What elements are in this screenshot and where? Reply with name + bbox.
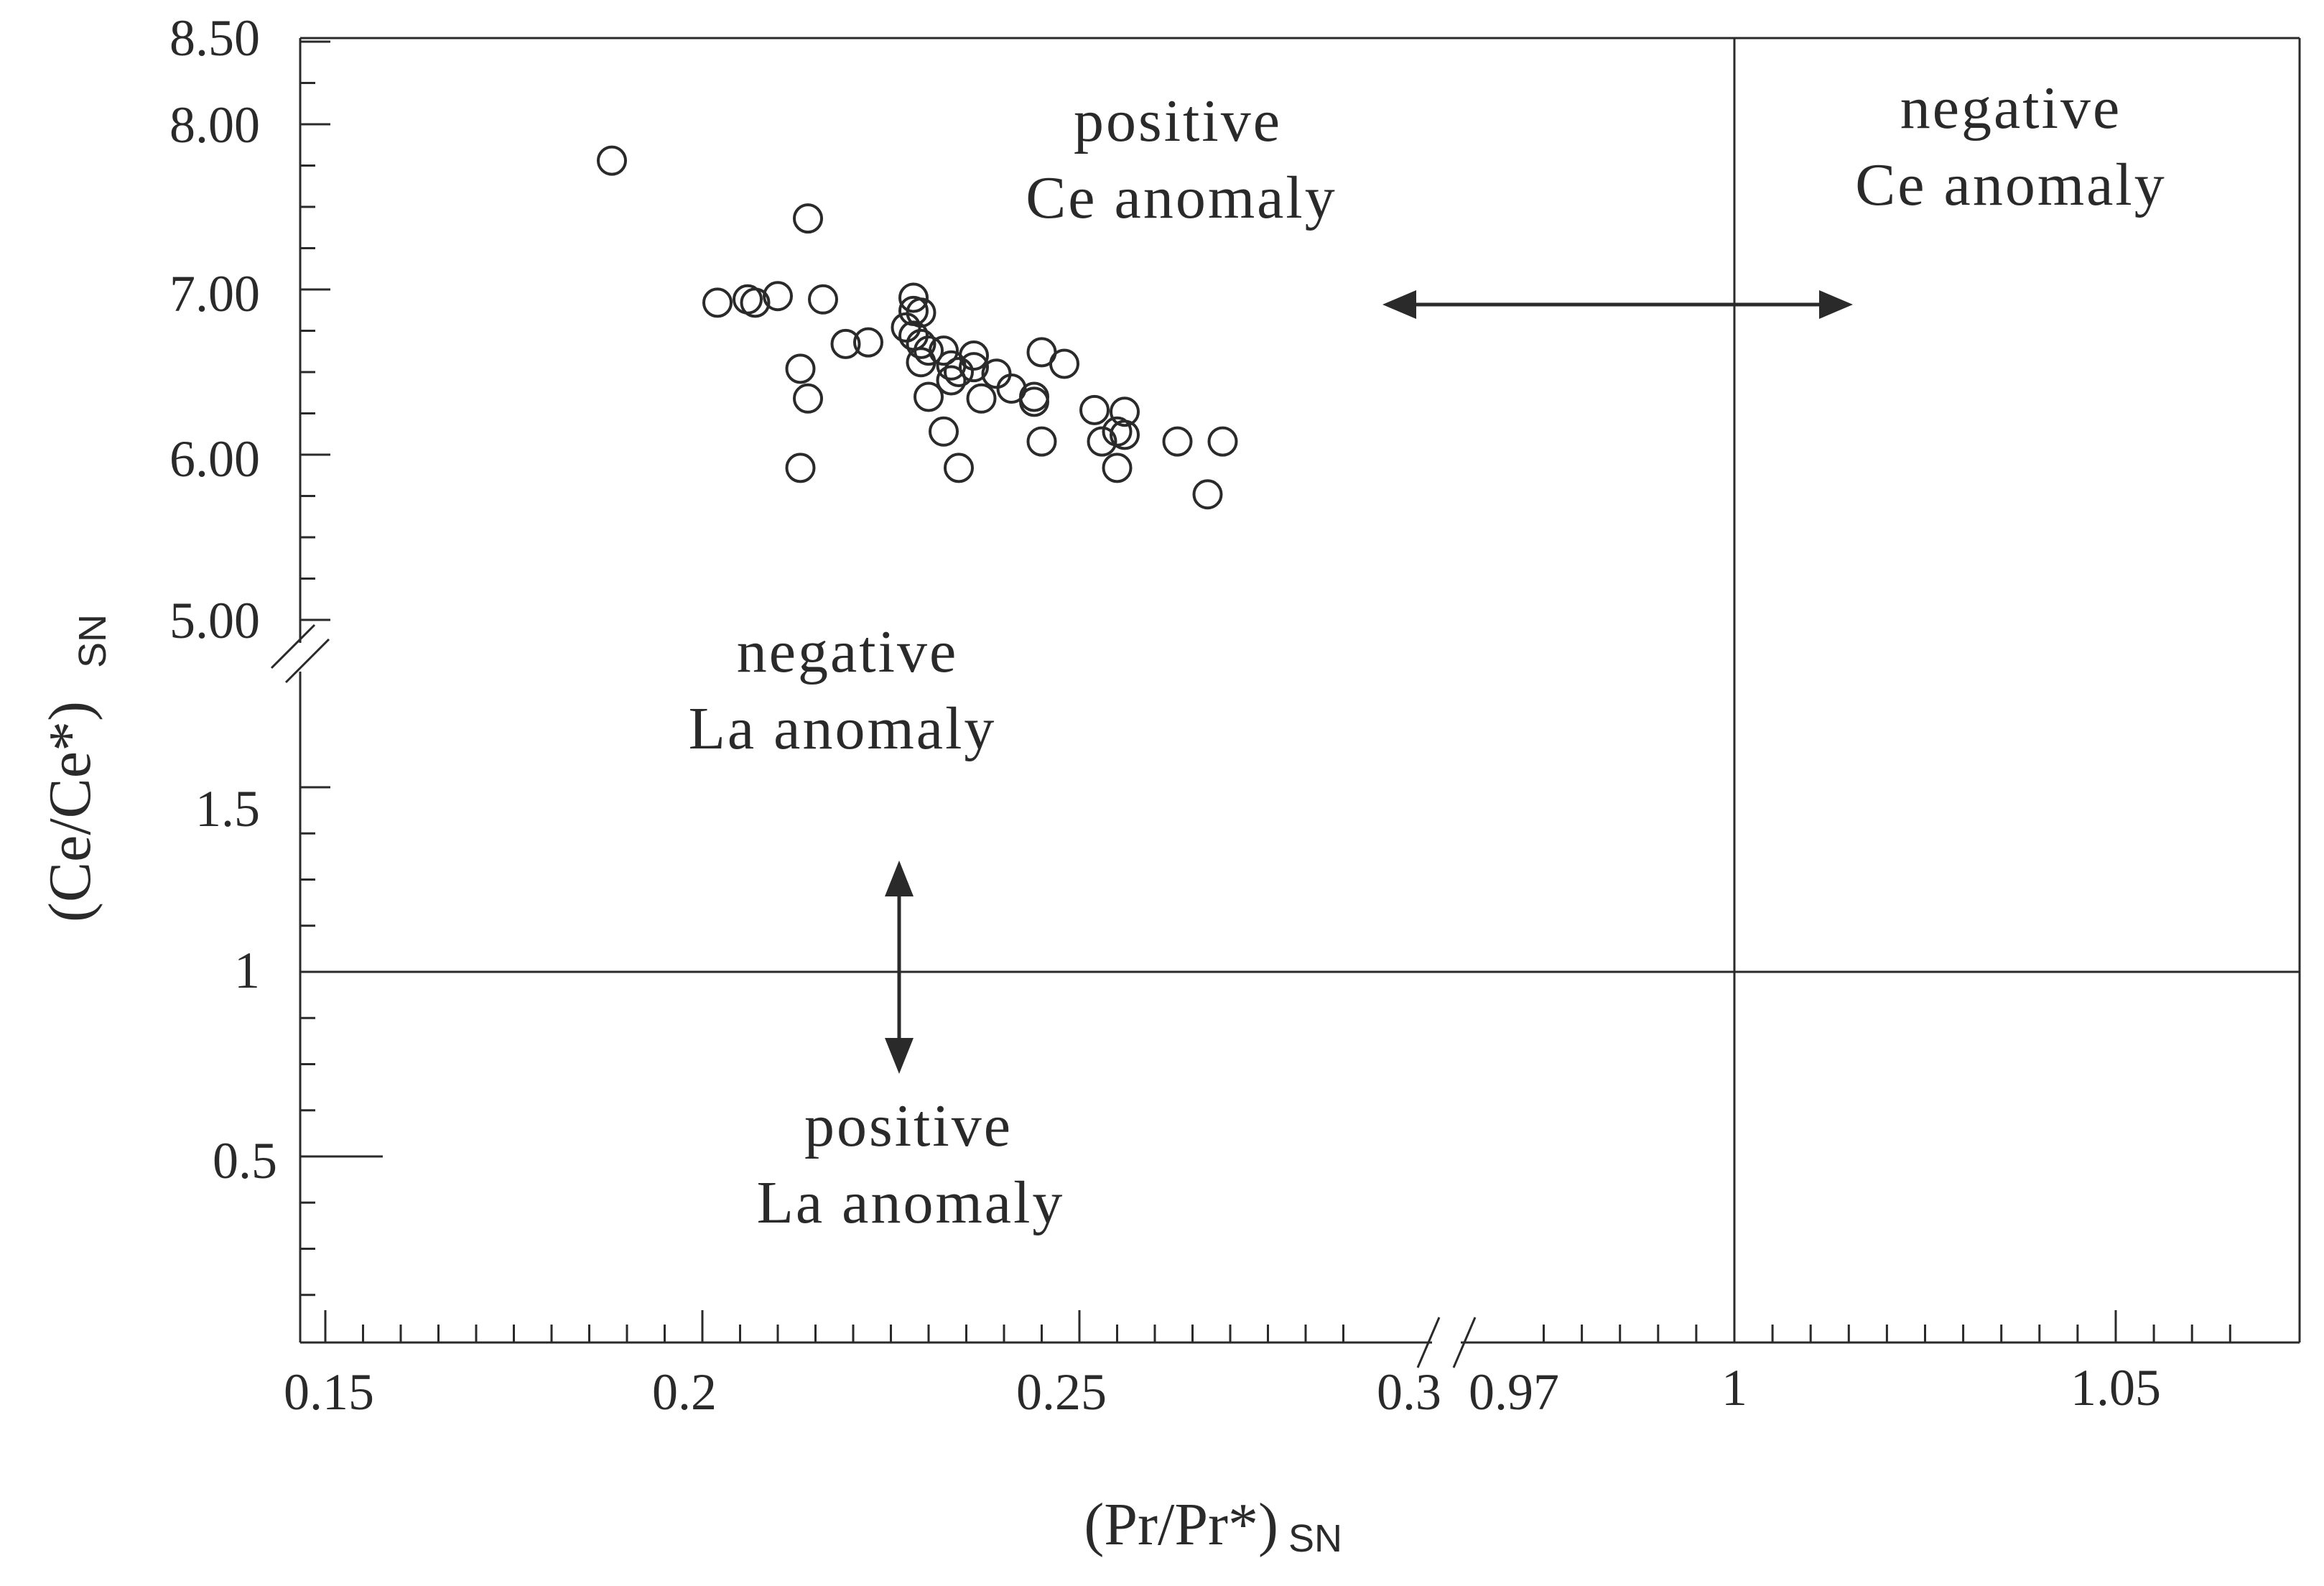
data-point [891,312,921,343]
data-point [740,287,771,318]
y-axis-break-icon [270,623,330,684]
svg-text:La anomaly: La anomaly [689,695,997,762]
data-point [906,297,936,328]
data-point [702,287,733,318]
svg-text:La anomaly: La anomaly [757,1169,1065,1236]
x-tick-label: 0.3 [1377,1363,1441,1421]
data-point [1110,396,1140,427]
data-point [914,381,944,412]
data-point [597,145,627,176]
x-axis-ticks [324,1310,2231,1342]
data-point [959,352,989,383]
data-point [1026,426,1057,457]
svg-text:negative: negative [737,618,959,685]
y-tick-label: 8.00 [169,96,260,154]
data-point [966,383,997,414]
y-tick-label: 1.5 [195,780,260,838]
horizontal-double-arrow-icon [1382,290,1853,319]
annotation-positive-la: positive La anomaly [757,1093,1065,1236]
y-axis-ticks [300,40,383,1297]
data-point [785,453,816,483]
data-point [1192,479,1223,510]
annotation-negative-la: negative La anomaly [689,618,997,762]
data-point [1110,419,1140,450]
data-point [1079,394,1110,425]
data-point [1087,426,1117,457]
svg-text:negative: negative [1900,75,2122,142]
y-axis-title: (Ce/Ce*) SN [37,614,114,922]
y-tick-label: 8.50 [169,9,260,67]
data-point [830,328,861,359]
svg-text:(Ce/Ce*): (Ce/Ce*) [37,701,103,922]
data-point [929,416,959,447]
data-point [1019,386,1049,417]
y-tick-label: 7.00 [169,265,260,323]
svg-text:Ce anomaly: Ce anomaly [1026,164,1337,231]
data-point [936,365,967,396]
x-tick-label: 0.97 [1469,1363,1559,1421]
data-point [853,327,883,358]
annotation-negative-ce: negative Ce anomaly [1855,75,2167,218]
x-tick-label: 1 [1721,1359,1747,1416]
data-point [1207,426,1238,457]
data-point [906,328,936,359]
data-point [763,281,793,312]
svg-text:positive: positive [1074,88,1282,154]
y-axis-tick-labels: 8.50 8.00 7.00 6.00 5.00 1.5 1 0.5 [169,9,277,1190]
y-tick-label: 0.5 [213,1132,277,1190]
data-point [959,340,989,371]
data-point [808,284,838,315]
y-tick-label: 5.00 [169,592,260,649]
x-tick-label: 1.05 [2070,1359,2161,1416]
svg-text:SN: SN [71,614,114,668]
x-axis-tick-labels: 0.15 0.2 0.25 0.3 0.97 1 1.05 [284,1359,2161,1421]
data-point [898,282,929,313]
data-point [944,453,974,483]
data-point [793,383,823,414]
x-axis-title: (Pr/Pr*) SN [1084,1491,1342,1560]
x-tick-label: 0.2 [652,1363,717,1421]
data-point [944,357,974,387]
y-tick-label: 6.00 [169,430,260,488]
y-tick-label: 1 [234,942,260,999]
data-point [1049,348,1079,379]
svg-text:Ce anomaly: Ce anomaly [1855,152,2167,218]
data-point [793,203,823,234]
data-point [929,335,959,366]
svg-text:(Pr/Pr*): (Pr/Pr*) [1084,1491,1278,1558]
scatter-points [597,145,1238,510]
x-tick-label: 0.15 [284,1363,374,1421]
data-point [1162,426,1193,457]
data-point [996,374,1027,404]
data-point [898,320,929,351]
vertical-double-arrow-icon [885,861,914,1074]
data-point [785,353,816,384]
plot-frame [299,37,2301,1344]
data-point [1102,453,1133,483]
x-axis-break-icon [1416,1317,1477,1368]
annotation-positive-ce: positive Ce anomaly [1026,88,1337,231]
svg-text:positive: positive [804,1093,1013,1159]
svg-text:SN: SN [1288,1517,1342,1560]
x-tick-label: 0.25 [1016,1363,1107,1421]
